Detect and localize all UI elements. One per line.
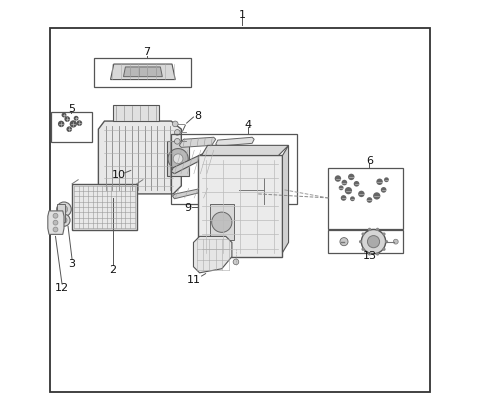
- Polygon shape: [112, 106, 159, 122]
- Circle shape: [354, 181, 360, 187]
- Circle shape: [350, 197, 355, 202]
- Bar: [167, 142, 190, 176]
- Polygon shape: [98, 122, 181, 194]
- Circle shape: [61, 113, 66, 118]
- Circle shape: [376, 253, 379, 256]
- Circle shape: [53, 228, 58, 232]
- Polygon shape: [123, 68, 162, 77]
- Text: 4: 4: [244, 119, 252, 130]
- Circle shape: [339, 186, 344, 191]
- Circle shape: [172, 122, 178, 128]
- Bar: [51, 113, 92, 143]
- Text: 2: 2: [109, 264, 116, 274]
- Polygon shape: [110, 65, 175, 80]
- Circle shape: [361, 233, 365, 236]
- Circle shape: [74, 117, 79, 121]
- Circle shape: [174, 139, 180, 145]
- Polygon shape: [215, 154, 262, 171]
- Circle shape: [61, 217, 67, 224]
- Bar: [328, 231, 403, 253]
- Circle shape: [345, 188, 352, 195]
- Circle shape: [383, 248, 385, 251]
- Circle shape: [53, 214, 58, 219]
- Polygon shape: [216, 138, 254, 147]
- Polygon shape: [283, 146, 288, 253]
- Bar: [171, 135, 297, 205]
- Bar: [72, 184, 137, 231]
- Circle shape: [393, 240, 398, 245]
- Polygon shape: [171, 149, 216, 174]
- Text: 11: 11: [186, 274, 201, 284]
- Bar: [328, 168, 403, 230]
- Circle shape: [383, 233, 385, 236]
- Circle shape: [70, 121, 77, 128]
- Bar: [57, 205, 65, 223]
- Circle shape: [342, 180, 347, 186]
- Circle shape: [373, 193, 381, 200]
- Circle shape: [233, 260, 239, 265]
- Bar: [210, 205, 234, 241]
- Text: 5: 5: [68, 104, 75, 114]
- Circle shape: [58, 122, 64, 128]
- Circle shape: [66, 127, 72, 133]
- Polygon shape: [172, 187, 210, 199]
- Circle shape: [58, 215, 70, 227]
- Circle shape: [361, 230, 385, 254]
- Text: 1: 1: [239, 10, 246, 20]
- Circle shape: [60, 206, 68, 213]
- Polygon shape: [48, 211, 64, 235]
- Text: 3: 3: [69, 258, 75, 268]
- Circle shape: [358, 191, 365, 198]
- Circle shape: [76, 121, 82, 127]
- Text: 7: 7: [144, 47, 151, 58]
- Circle shape: [385, 241, 388, 244]
- Text: 12: 12: [55, 282, 69, 292]
- Circle shape: [359, 241, 362, 244]
- Bar: [95, 59, 192, 87]
- Circle shape: [335, 176, 341, 182]
- Circle shape: [368, 228, 371, 231]
- Circle shape: [376, 228, 379, 231]
- Polygon shape: [180, 138, 216, 148]
- Circle shape: [381, 188, 386, 193]
- Circle shape: [340, 238, 348, 246]
- Circle shape: [348, 174, 355, 181]
- Circle shape: [368, 236, 380, 248]
- Circle shape: [368, 253, 371, 256]
- Circle shape: [173, 154, 183, 164]
- Circle shape: [384, 178, 389, 183]
- Circle shape: [174, 130, 180, 136]
- Bar: [197, 156, 283, 257]
- Text: 9: 9: [184, 202, 191, 212]
- Text: 6: 6: [366, 155, 373, 165]
- Circle shape: [64, 117, 70, 123]
- Text: 8: 8: [194, 111, 201, 121]
- Text: 13: 13: [362, 251, 376, 261]
- Circle shape: [361, 248, 365, 251]
- Circle shape: [376, 179, 383, 185]
- Circle shape: [212, 213, 232, 233]
- Circle shape: [341, 196, 347, 201]
- Text: 10: 10: [112, 170, 126, 180]
- Circle shape: [367, 198, 372, 203]
- Circle shape: [57, 202, 71, 217]
- Polygon shape: [202, 146, 288, 156]
- Circle shape: [168, 149, 188, 169]
- Circle shape: [53, 221, 58, 226]
- Polygon shape: [193, 237, 232, 273]
